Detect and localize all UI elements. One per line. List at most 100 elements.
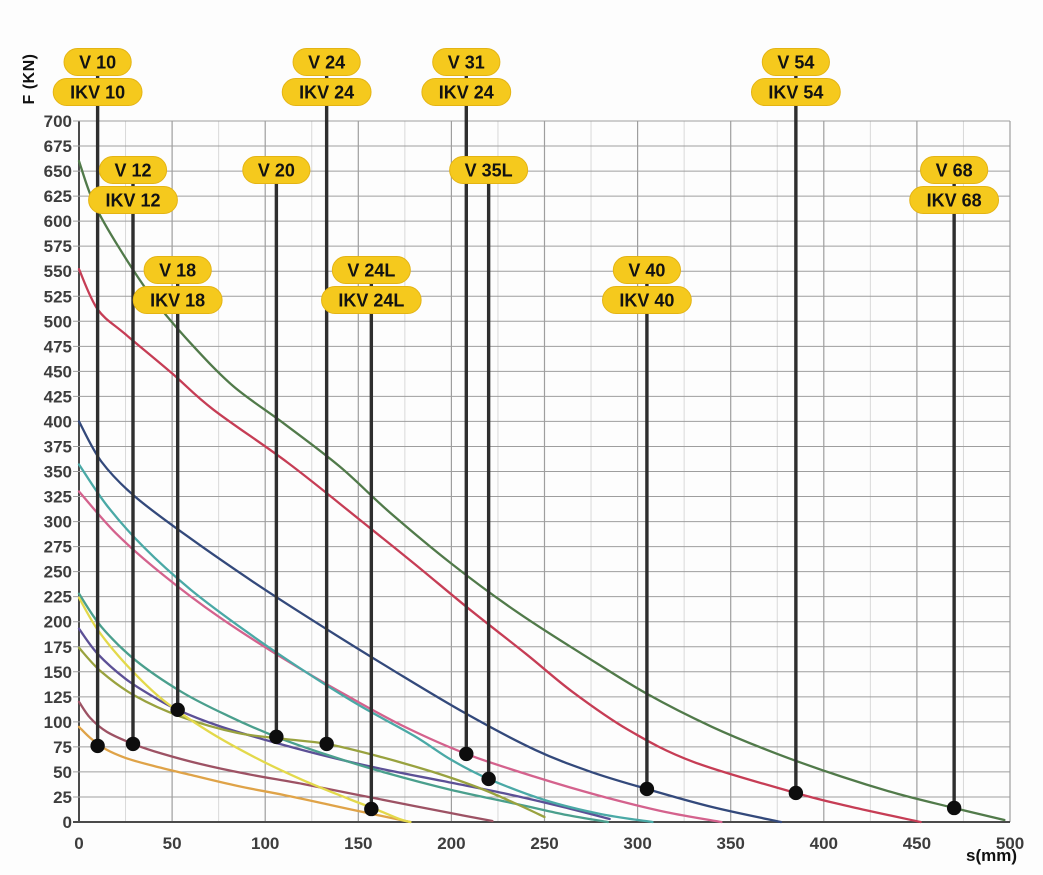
label-pill-text-v18: V 18: [159, 261, 196, 281]
label-pill-v10: [63, 48, 132, 76]
label-pill-v54: [761, 48, 830, 76]
y-tick-label: 700: [44, 112, 72, 131]
marker-dot-v10: [90, 738, 105, 754]
label-pill-v20: [242, 156, 311, 184]
label-pill-v40: [612, 256, 682, 284]
marker-dot-v24: [319, 736, 334, 752]
y-tick-label: 425: [44, 387, 72, 406]
y-tick-label: 525: [44, 287, 72, 306]
label-pill-text-v31: V 31: [448, 53, 485, 73]
label-pill-text-v68: IKV 68: [927, 191, 982, 211]
x-tick-label: 100: [251, 834, 279, 853]
y-tick-label: 375: [44, 437, 72, 456]
label-pill-text-v12: IKV 12: [105, 191, 160, 211]
label-pill-text-v12: V 12: [114, 161, 151, 181]
label-pill-v24l: [331, 256, 411, 284]
y-tick-label: 150: [44, 663, 72, 682]
y-tick-label: 625: [44, 187, 72, 206]
marker-dot-v18: [170, 702, 185, 718]
label-pill-text-v24l: IKV 24L: [338, 291, 404, 311]
x-tick-label: 0: [74, 834, 83, 853]
x-tick-label: 300: [623, 834, 651, 853]
label-pill-v68: [909, 186, 1000, 214]
grid-layer: [73, 120, 1011, 823]
x-axis-title: s(mm): [965, 846, 1017, 865]
y-tick-label: 225: [44, 588, 72, 607]
y-tick-label: 200: [44, 613, 72, 632]
marker-dot-v20: [269, 729, 284, 745]
curve-v-24l-ikv-24l: [77, 596, 412, 824]
curve-v-12-ikv-12: [77, 700, 494, 823]
y-tick-label: 25: [53, 788, 72, 807]
marker-dot-v54: [788, 785, 804, 801]
label-pill-text-v54: V 54: [777, 53, 814, 73]
y-axis-title: F (KN): [21, 53, 38, 105]
label-pill-text-v10: IKV 10: [70, 83, 125, 103]
label-pill-text-v40: IKV 40: [619, 291, 674, 311]
y-tick-label: 275: [44, 538, 72, 557]
tick-labels-layer: 0 25 50 75 100 125 150 175 200 225 250 275 300 325 350…: [44, 112, 1025, 853]
x-tick-label: 50: [163, 834, 182, 853]
label-pill-text-v24: V 24: [308, 53, 345, 73]
y-tick-label: 650: [44, 162, 72, 181]
y-tick-label: 75: [53, 738, 72, 757]
x-tick-label: 250: [530, 834, 558, 853]
label-pill-v24l: [321, 286, 422, 314]
y-tick-label: 125: [44, 688, 72, 707]
curve-v-54-ikv-54: [77, 268, 922, 824]
y-tick-label: 675: [44, 137, 72, 156]
x-tick-label: 450: [903, 834, 931, 853]
label-pill-text-v18: IKV 18: [150, 291, 205, 311]
label-pill-text-v54: IKV 54: [768, 83, 823, 103]
y-tick-label: 100: [44, 713, 72, 732]
label-pill-v40: [602, 286, 692, 314]
marker-dot-v24l: [364, 801, 379, 817]
y-tick-label: 400: [44, 412, 72, 431]
y-tick-label: 350: [44, 463, 72, 482]
x-tick-label: 350: [717, 834, 745, 853]
marker-dot-v31: [459, 746, 474, 762]
marker-dot-v68: [946, 800, 962, 816]
label-pill-v31: [421, 78, 512, 106]
curve-v-18-ikv-18: [77, 627, 611, 821]
label-pill-text-v35l: V 35L: [465, 161, 513, 181]
label-pill-v18: [143, 256, 212, 284]
label-pill-text-v31: IKV 24: [439, 83, 494, 103]
label-pill-v35l: [449, 156, 529, 184]
label-pill-v68: [920, 156, 989, 184]
curve-v-31-ikv-24: [77, 490, 723, 824]
label-pill-v12: [98, 156, 168, 184]
x-tick-label: 150: [344, 834, 372, 853]
label-pill-v24: [281, 78, 372, 106]
y-tick-label: 475: [44, 337, 72, 356]
label-pill-text-v40: V 40: [628, 261, 665, 281]
label-pill-v31: [432, 48, 501, 76]
label-pill-v18: [132, 286, 223, 314]
x-tick-label: 400: [810, 834, 838, 853]
y-tick-label: 600: [44, 212, 72, 231]
label-pill-v10: [52, 78, 143, 106]
y-tick-label: 50: [53, 763, 72, 782]
y-tick-label: 250: [44, 563, 72, 582]
label-pill-text-v24l: V 24L: [347, 261, 395, 281]
label-pill-text-v20: V 20: [258, 161, 295, 181]
marker-dot-v35l: [481, 771, 496, 787]
label-pill-text-v68: V 68: [936, 161, 973, 181]
y-tick-label: 500: [44, 312, 72, 331]
y-tick-label: 300: [44, 513, 72, 532]
label-pill-text-v24: IKV 24: [299, 83, 354, 103]
marker-dot-v12: [125, 736, 141, 752]
curves-layer: [77, 159, 1006, 824]
label-pill-text-v10: V 10: [79, 53, 116, 73]
y-tick-label: 325: [44, 488, 72, 507]
label-pill-v54: [750, 78, 841, 106]
marker-lines-layer: [90, 62, 962, 817]
label-pills-layer: V 10 IKV 10 V 12 IKV 12 V 18 IKV 18 V 20 V 24 IK…: [52, 48, 1000, 314]
y-tick-label: 575: [44, 237, 72, 256]
y-tick-label: 0: [63, 813, 72, 832]
x-tick-label: 500: [996, 834, 1024, 853]
y-tick-label: 175: [44, 638, 72, 657]
label-pill-v24: [292, 48, 361, 76]
